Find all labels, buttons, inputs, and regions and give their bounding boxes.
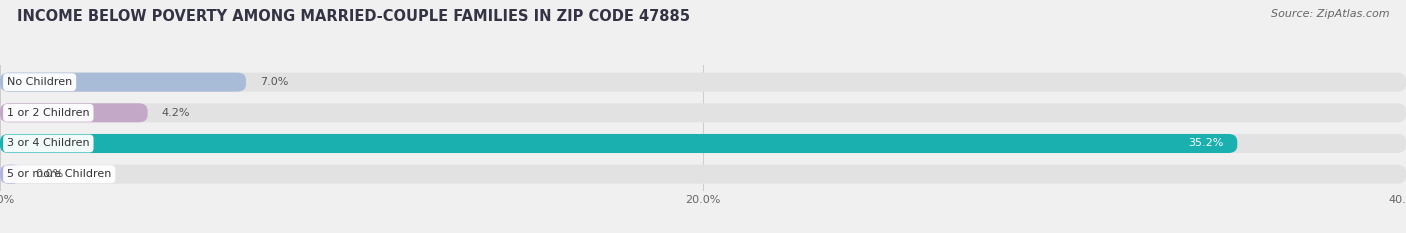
Text: 4.2%: 4.2% — [162, 108, 190, 118]
Text: Source: ZipAtlas.com: Source: ZipAtlas.com — [1271, 9, 1389, 19]
FancyBboxPatch shape — [0, 73, 1406, 92]
Text: No Children: No Children — [7, 77, 72, 87]
FancyBboxPatch shape — [0, 134, 1237, 153]
FancyBboxPatch shape — [0, 103, 148, 122]
Text: 0.0%: 0.0% — [35, 169, 63, 179]
FancyBboxPatch shape — [0, 134, 1406, 153]
FancyBboxPatch shape — [0, 73, 246, 92]
Text: 7.0%: 7.0% — [260, 77, 288, 87]
Text: 1 or 2 Children: 1 or 2 Children — [7, 108, 90, 118]
Text: INCOME BELOW POVERTY AMONG MARRIED-COUPLE FAMILIES IN ZIP CODE 47885: INCOME BELOW POVERTY AMONG MARRIED-COUPL… — [17, 9, 690, 24]
Text: 5 or more Children: 5 or more Children — [7, 169, 111, 179]
Text: 35.2%: 35.2% — [1188, 138, 1223, 148]
FancyBboxPatch shape — [0, 165, 1406, 184]
FancyBboxPatch shape — [0, 165, 21, 184]
Text: 3 or 4 Children: 3 or 4 Children — [7, 138, 90, 148]
FancyBboxPatch shape — [0, 103, 1406, 122]
